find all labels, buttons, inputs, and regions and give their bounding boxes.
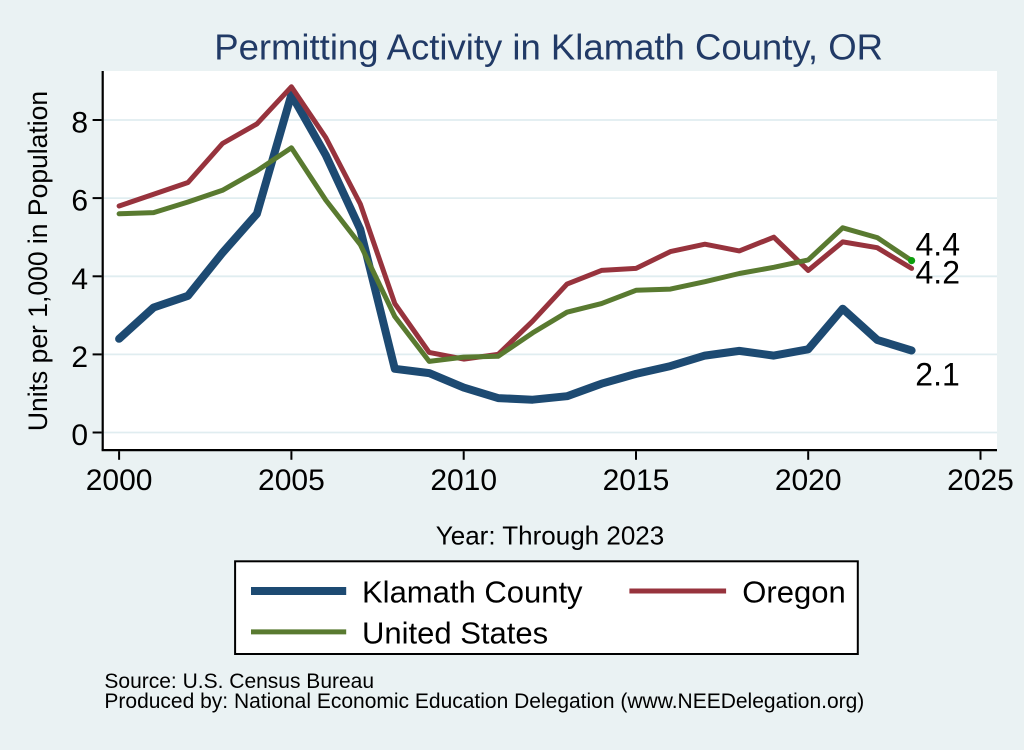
svg-text:4.2: 4.2 bbox=[916, 255, 960, 291]
svg-text:United States: United States bbox=[362, 615, 548, 650]
svg-text:6: 6 bbox=[71, 185, 88, 218]
svg-text:2: 2 bbox=[71, 341, 88, 374]
svg-text:Klamath County: Klamath County bbox=[362, 575, 583, 610]
svg-text:Year: Through 2023: Year: Through 2023 bbox=[436, 521, 664, 551]
svg-text:Permitting Activity in Klamath: Permitting Activity in Klamath County, O… bbox=[214, 27, 883, 68]
svg-text:2020: 2020 bbox=[775, 464, 842, 497]
svg-text:Oregon: Oregon bbox=[742, 575, 845, 610]
svg-text:2.1: 2.1 bbox=[915, 357, 959, 393]
svg-text:Produced by: National Economic: Produced by: National Economic Education… bbox=[104, 690, 864, 713]
svg-text:8: 8 bbox=[71, 107, 88, 140]
svg-text:4: 4 bbox=[71, 263, 88, 296]
svg-text:0: 0 bbox=[71, 419, 88, 452]
svg-text:4.4: 4.4 bbox=[916, 227, 960, 263]
svg-text:2015: 2015 bbox=[603, 464, 670, 497]
svg-text:2000: 2000 bbox=[86, 464, 153, 497]
svg-text:2005: 2005 bbox=[258, 464, 325, 497]
svg-text:Units per 1,000 in Population: Units per 1,000 in Population bbox=[23, 91, 53, 431]
svg-text:2010: 2010 bbox=[430, 464, 497, 497]
svg-text:2025: 2025 bbox=[947, 464, 1014, 497]
svg-text:Source: U.S. Census Bureau: Source: U.S. Census Bureau bbox=[104, 670, 374, 693]
